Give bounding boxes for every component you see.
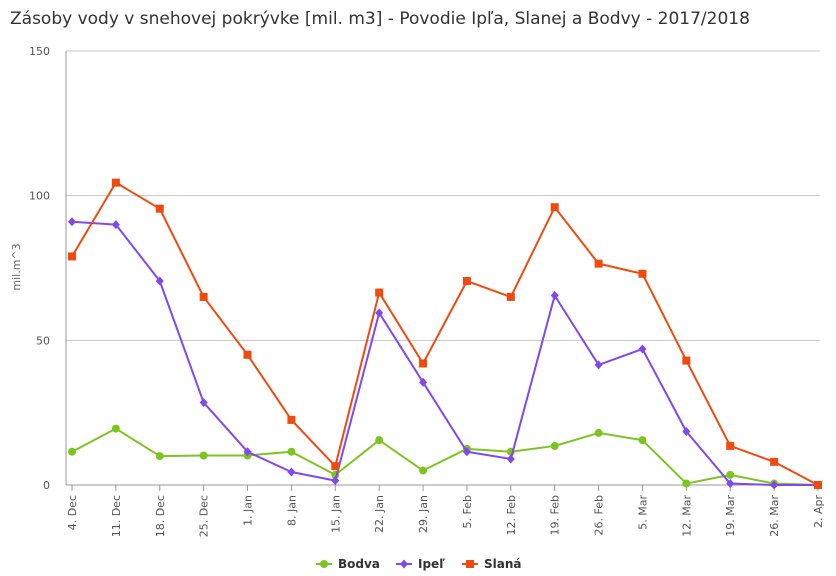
data-point-slana (111, 178, 120, 187)
y-axis-title: mil.m^3 (10, 243, 23, 290)
x-tick-label: 1. Jan (242, 495, 255, 526)
series-line-ipel (71, 220, 818, 486)
data-point-bodva (638, 436, 647, 445)
legend-label: Slaná (484, 557, 522, 571)
series-bodva (68, 424, 822, 489)
data-point-ipel (419, 377, 428, 387)
series-line-slana (71, 181, 819, 486)
data-point-slana (550, 203, 559, 212)
legend[interactable]: Bodva Ipeľ Slaná (316, 557, 522, 571)
x-tick-label: 22. Jan (373, 495, 386, 533)
x-tick-label: 26. Feb (593, 495, 606, 535)
x-tick-label: 5. Feb (461, 495, 474, 528)
data-point-ipel (199, 398, 208, 408)
data-point-slana (726, 441, 735, 450)
x-tick-label: 5. Mar (636, 495, 649, 530)
data-point-bodva (419, 466, 428, 475)
data-point-slana (155, 204, 164, 213)
series-slana (68, 178, 822, 489)
legend-item-slana[interactable]: Slaná (462, 557, 522, 571)
data-point-bodva (287, 447, 296, 456)
grid-lines (66, 50, 820, 486)
data-point-bodva (375, 436, 384, 445)
data-point-slana (199, 292, 208, 301)
legend-marker (466, 560, 474, 568)
x-tick-label: 29. Jan (417, 495, 430, 533)
data-point-slana (462, 277, 471, 286)
data-point-ipel (462, 447, 471, 457)
data-point-bodva (111, 424, 120, 433)
series-ipel (68, 217, 822, 490)
x-tick-label: 2. Apr (812, 495, 825, 528)
data-point-ipel (638, 344, 647, 354)
data-point-slana (68, 252, 76, 261)
data-point-bodva (199, 451, 208, 460)
data-point-slana (506, 292, 515, 301)
x-tick-label: 11. Dec (110, 495, 123, 537)
data-point-slana (375, 288, 384, 297)
legend-marker (400, 559, 408, 569)
legend-marker (320, 560, 328, 568)
y-tick-label: 0 (43, 479, 50, 492)
data-point-slana (419, 359, 428, 368)
data-point-ipel (594, 360, 603, 370)
data-point-ipel (682, 426, 691, 436)
legend-label: Bodva (338, 557, 380, 571)
legend-item-bodva[interactable]: Bodva (316, 557, 380, 571)
x-tick-label: 25. Dec (198, 495, 211, 537)
y-tick-label: 100 (29, 190, 50, 203)
data-point-bodva (68, 447, 76, 456)
data-point-slana (594, 259, 603, 268)
data-point-bodva (682, 479, 691, 488)
x-tick-label: 4. Dec (66, 495, 79, 530)
data-point-ipel (550, 290, 559, 300)
data-point-ipel (68, 217, 76, 227)
data-point-ipel (155, 276, 164, 286)
legend-item-ipel[interactable]: Ipeľ (396, 557, 445, 571)
x-axis: 4. Dec 11. Dec 18. Dec 25. Dec 1. Jan 8. Jan 1… (65, 51, 825, 537)
data-point-slana (682, 356, 691, 365)
series-line-bodva (71, 427, 819, 486)
y-tick-label: 150 (29, 45, 50, 58)
data-point-ipel (287, 467, 296, 477)
chart-title: Zásoby vody v snehovej pokrývke [mil. m3… (10, 9, 750, 29)
data-point-ipel (506, 454, 515, 464)
data-point-bodva (155, 452, 164, 461)
x-tick-label: 26. Mar (768, 495, 781, 537)
data-point-ipel (331, 476, 340, 486)
data-point-bodva (726, 470, 735, 479)
data-point-bodva (550, 441, 559, 450)
x-tick-label: 19. Mar (724, 495, 737, 537)
x-tick-label: 8. Jan (285, 495, 298, 526)
data-point-ipel (726, 479, 735, 489)
x-tick-label: 12. Feb (505, 495, 518, 535)
x-tick-label: 15. Jan (329, 495, 342, 533)
x-tick-label: 19. Feb (549, 495, 562, 535)
data-point-ipel (111, 220, 120, 230)
data-point-slana (287, 415, 296, 424)
data-point-slana (814, 481, 822, 489)
data-point-ipel (770, 480, 779, 490)
data-point-slana (243, 350, 252, 359)
x-tick-label: 18. Dec (154, 495, 167, 537)
x-tick-label: 12. Mar (680, 495, 693, 537)
series-layer (68, 178, 822, 490)
data-point-bodva (594, 428, 603, 437)
data-point-slana (331, 462, 340, 471)
data-point-ipel (375, 308, 384, 318)
legend-label: Ipeľ (418, 557, 445, 571)
data-point-slana (638, 269, 647, 278)
y-tick-label: 50 (36, 334, 50, 347)
data-point-ipel (243, 447, 252, 457)
y-tick-labels: 0 50 100 150 (29, 45, 50, 492)
data-point-slana (770, 457, 779, 466)
